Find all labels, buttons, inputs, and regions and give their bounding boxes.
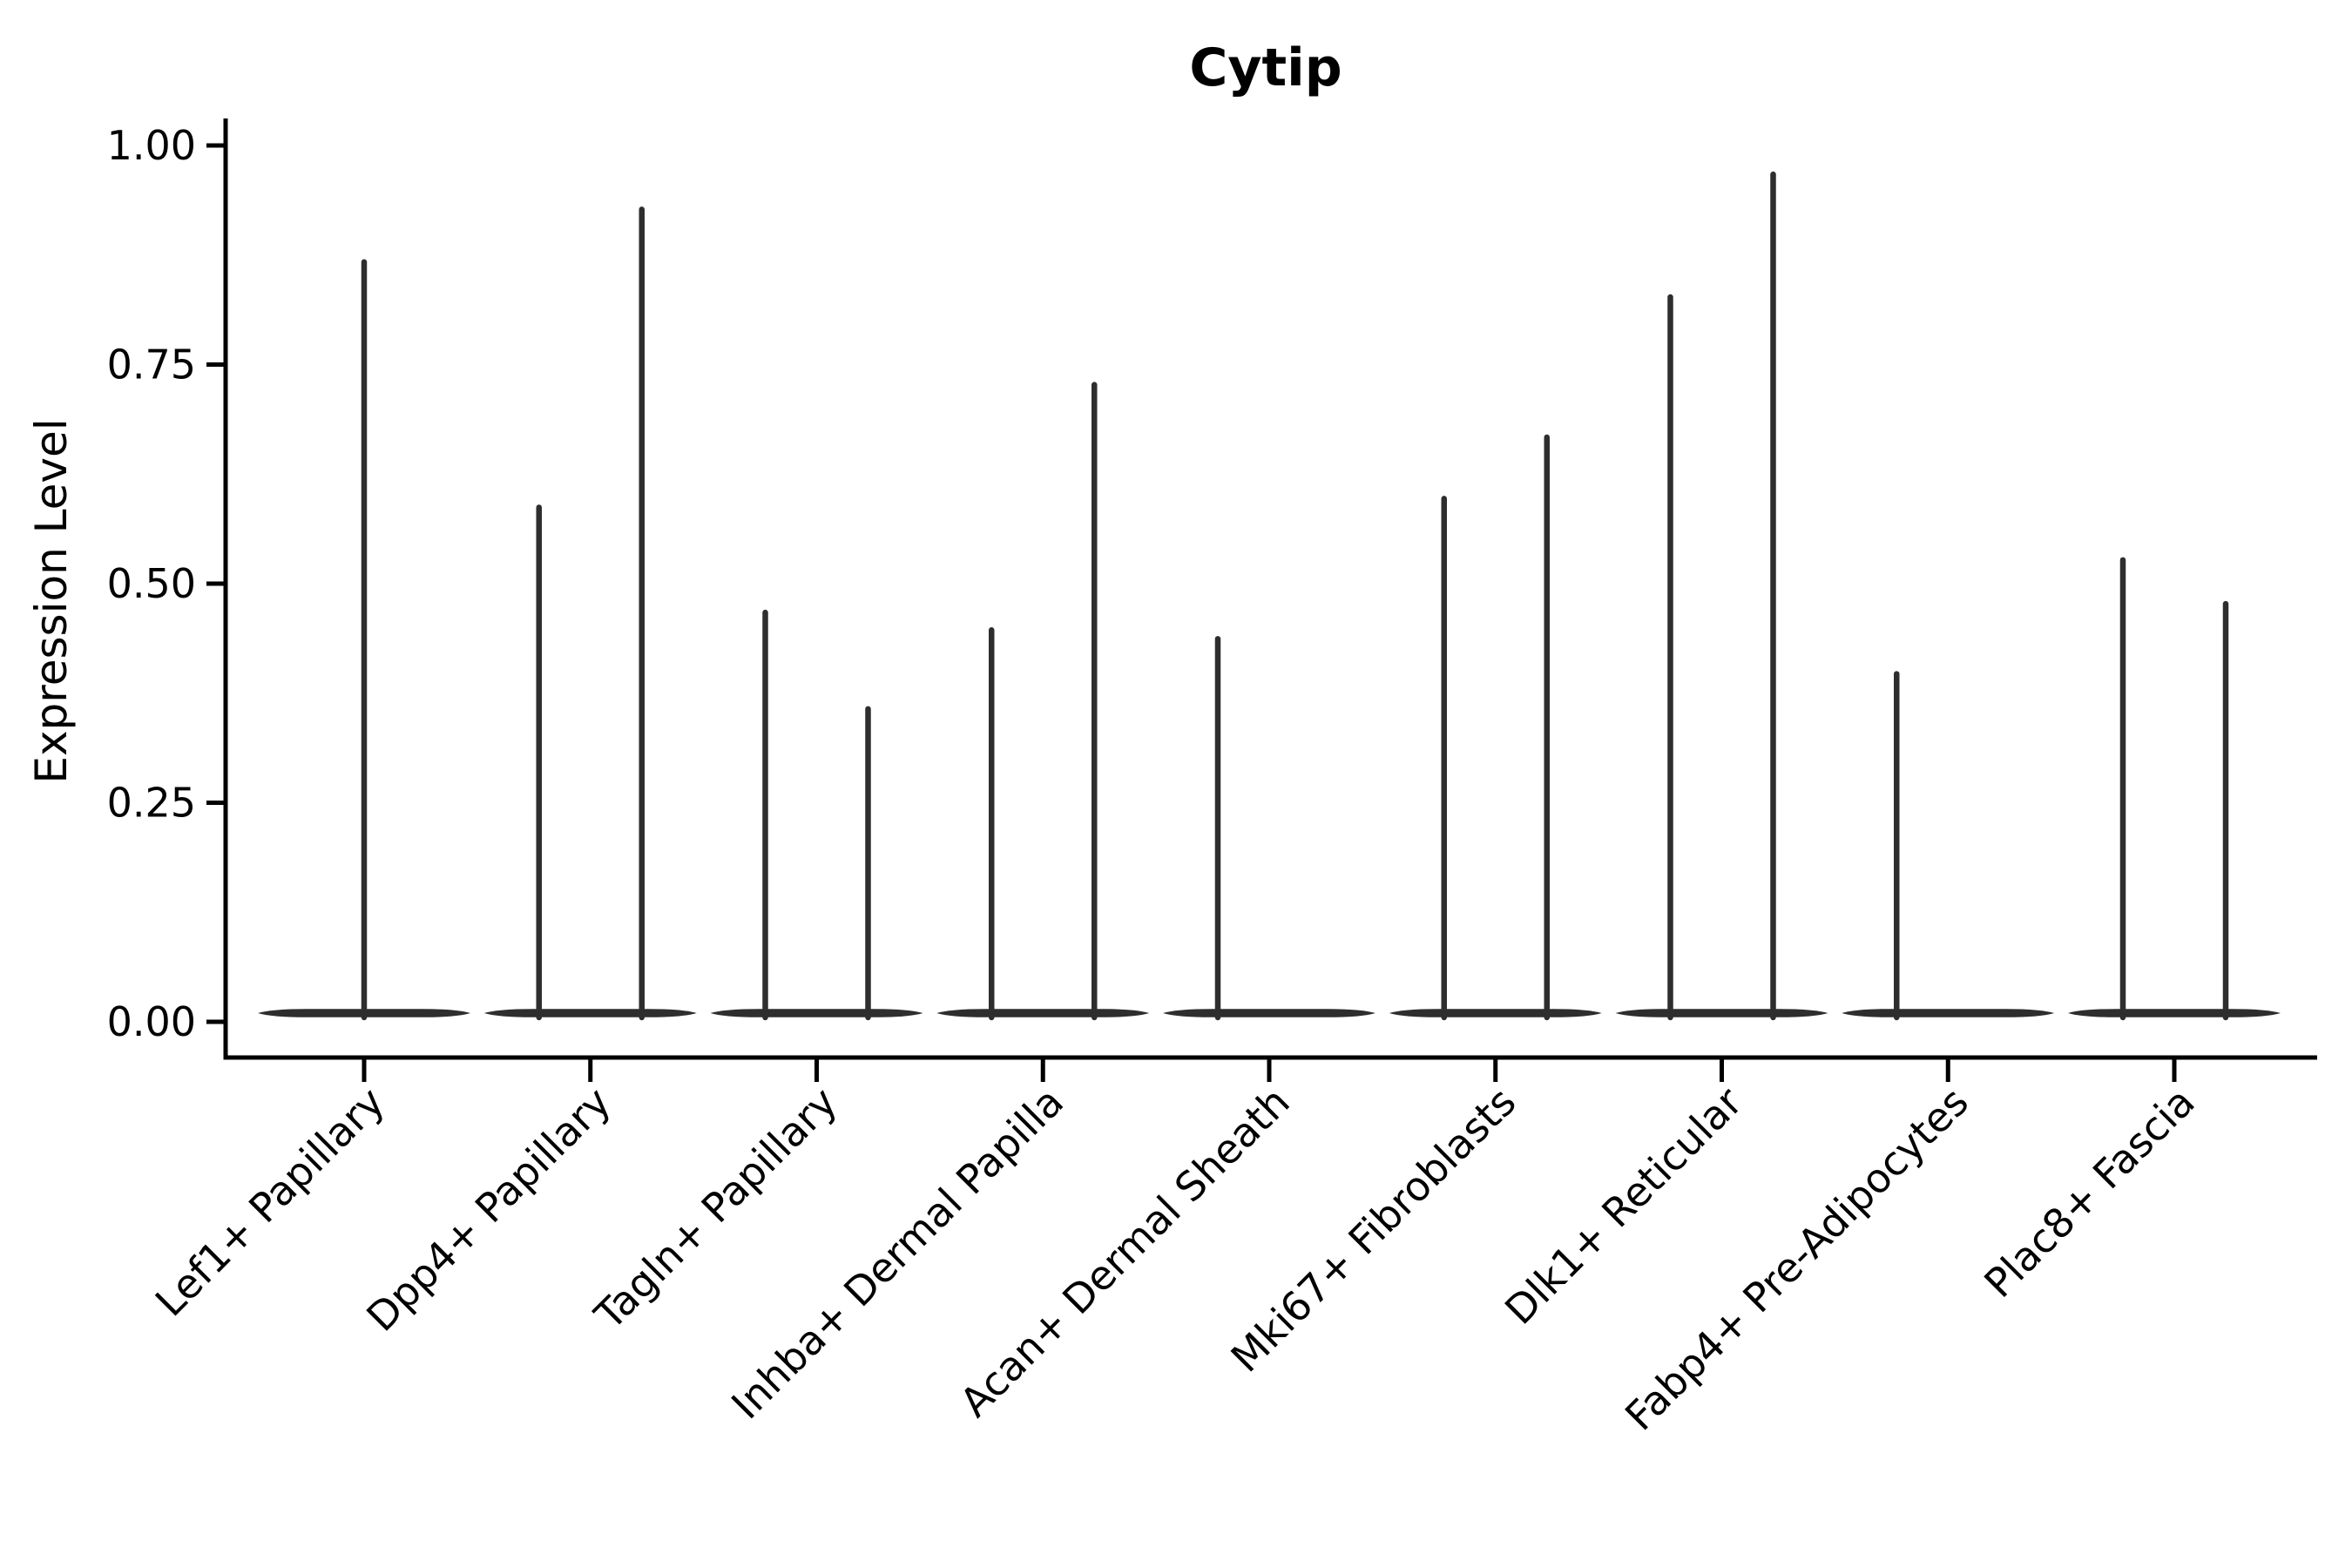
y-tick-label: 1.00	[107, 122, 196, 169]
violin-base	[483, 1009, 697, 1017]
violin-base	[1389, 1009, 1602, 1017]
y-tick-label: 0.50	[107, 560, 196, 607]
violin-base	[1163, 1009, 1375, 1017]
plot-title: Cytip	[1189, 37, 1342, 98]
y-tick-label: 0.25	[107, 780, 196, 827]
y-tick-label: 0.75	[107, 341, 196, 389]
y-axis-label: Expression Level	[26, 418, 77, 783]
violin-base	[1842, 1009, 2055, 1017]
violin-base	[1615, 1009, 1828, 1017]
violin-base	[936, 1009, 1150, 1017]
violin-base	[2068, 1009, 2281, 1017]
y-axis-ticks: 0.00 0.25 0.50 0.75 1.00	[107, 122, 226, 1045]
y-tick-label: 0.00	[107, 998, 196, 1045]
violin-base	[710, 1009, 923, 1017]
violins	[258, 171, 2281, 1021]
